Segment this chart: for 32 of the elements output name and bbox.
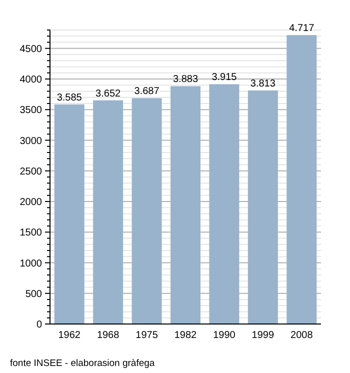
y-tick-label: 1000 [20, 258, 42, 270]
y-tick-label: 3500 [20, 105, 42, 116]
source-note: fonte INSEE - elaborasion gràfega [10, 358, 156, 369]
x-tick-label: 1999 [252, 330, 274, 341]
data-label: 4.717 [289, 23, 315, 34]
y-tick-label: 2000 [20, 197, 42, 208]
bar [286, 35, 317, 324]
y-tick-label: 3000 [20, 136, 42, 147]
bar [54, 104, 84, 324]
x-tick-label: 1968 [96, 330, 120, 341]
bar [93, 100, 124, 324]
y-tick-label: 500 [25, 288, 42, 300]
data-label: 3.652 [96, 88, 122, 100]
x-tick-label: 1990 [213, 330, 236, 341]
data-label: 3.813 [250, 78, 276, 90]
bar [209, 84, 240, 324]
data-label: 3.585 [56, 92, 82, 104]
x-tick-label: 1962 [58, 330, 81, 341]
x-tick-label: 1982 [174, 330, 198, 341]
y-tick-label: 1500 [20, 228, 42, 239]
y-tick-label: 4000 [20, 74, 42, 86]
y-tick-label: 4500 [20, 44, 42, 55]
bar [248, 90, 278, 324]
bar [170, 86, 200, 324]
y-tick-label: 2500 [20, 166, 42, 178]
x-tick-label: 2008 [290, 330, 314, 341]
data-label: 3.883 [172, 74, 198, 86]
data-label: 3.687 [134, 86, 160, 98]
x-tick-label: 1975 [136, 330, 158, 341]
bar [132, 98, 162, 324]
data-label: 3.915 [212, 72, 238, 84]
y-tick-label: 0 [36, 320, 42, 330]
